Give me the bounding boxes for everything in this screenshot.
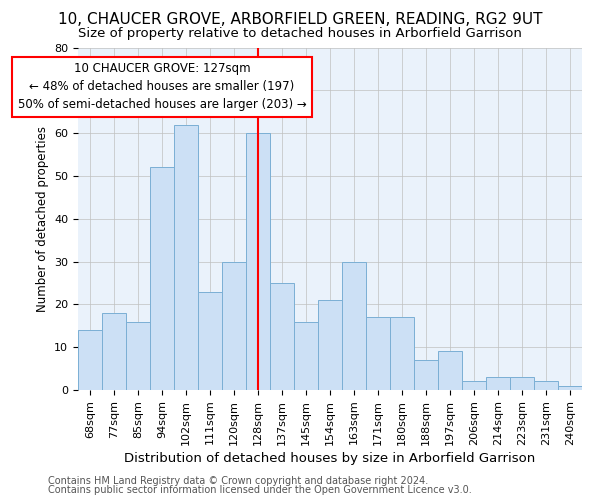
Bar xyxy=(318,300,342,390)
Bar xyxy=(534,382,558,390)
Bar xyxy=(150,168,174,390)
Bar xyxy=(126,322,150,390)
Text: Contains public sector information licensed under the Open Government Licence v3: Contains public sector information licen… xyxy=(48,485,472,495)
Bar xyxy=(174,124,198,390)
Text: Contains HM Land Registry data © Crown copyright and database right 2024.: Contains HM Land Registry data © Crown c… xyxy=(48,476,428,486)
X-axis label: Distribution of detached houses by size in Arborfield Garrison: Distribution of detached houses by size … xyxy=(124,452,536,464)
Bar xyxy=(414,360,438,390)
Bar xyxy=(102,313,126,390)
Bar xyxy=(294,322,318,390)
Bar xyxy=(558,386,582,390)
Bar xyxy=(342,262,366,390)
Bar xyxy=(486,377,510,390)
Bar xyxy=(222,262,246,390)
Y-axis label: Number of detached properties: Number of detached properties xyxy=(35,126,49,312)
Bar xyxy=(510,377,534,390)
Bar xyxy=(462,382,486,390)
Bar xyxy=(78,330,102,390)
Bar xyxy=(246,133,270,390)
Bar xyxy=(198,292,222,390)
Text: 10, CHAUCER GROVE, ARBORFIELD GREEN, READING, RG2 9UT: 10, CHAUCER GROVE, ARBORFIELD GREEN, REA… xyxy=(58,12,542,28)
Bar xyxy=(390,317,414,390)
Bar xyxy=(366,317,390,390)
Bar xyxy=(270,283,294,390)
Text: Size of property relative to detached houses in Arborfield Garrison: Size of property relative to detached ho… xyxy=(78,28,522,40)
Text: 10 CHAUCER GROVE: 127sqm
← 48% of detached houses are smaller (197)
50% of semi-: 10 CHAUCER GROVE: 127sqm ← 48% of detach… xyxy=(17,62,307,112)
Bar xyxy=(438,352,462,390)
